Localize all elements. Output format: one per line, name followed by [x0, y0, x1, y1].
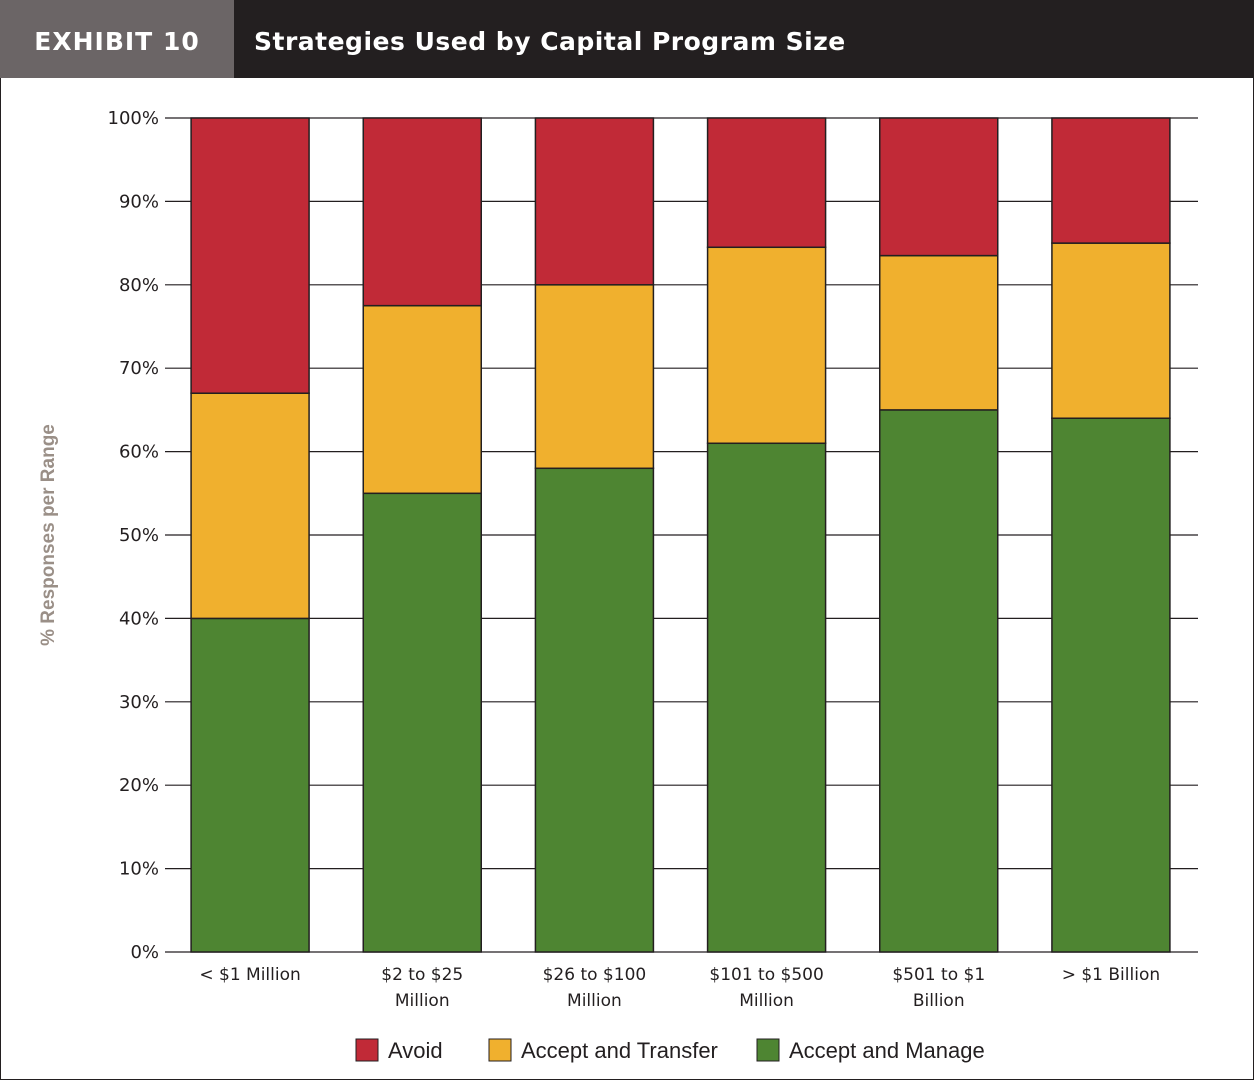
legend-label-avoid: Avoid [388, 1038, 443, 1063]
y-tick-label: 70% [119, 358, 159, 379]
x-tick-label: Billion [913, 991, 965, 1011]
y-tick-label: 60% [119, 442, 159, 463]
bar-accept-and-transfer [190, 392, 310, 620]
y-tick-label: 80% [119, 275, 159, 296]
legend-swatch-avoid [355, 1038, 379, 1062]
y-tick-label: 50% [119, 525, 159, 546]
exhibit-label: EXHIBIT 10 [0, 0, 234, 78]
bar-avoid [362, 117, 482, 307]
bar-avoid [534, 117, 655, 286]
bar-avoid [879, 117, 999, 257]
bar-accept-and-transfer [706, 246, 827, 445]
bar-avoid [706, 117, 827, 249]
x-tick-label: $501 to $1 [892, 965, 985, 985]
y-tick-label: 30% [119, 692, 159, 713]
legend-label-accept-and-transfer: Accept and Transfer [521, 1038, 718, 1063]
bar-accept-and-manage [879, 409, 999, 953]
bar-accept-and-transfer [879, 254, 999, 411]
y-tick-label: 100% [108, 108, 159, 129]
x-tick-label: < $1 Million [199, 965, 300, 985]
bar-accept-and-manage [190, 617, 310, 953]
exhibit-title: Strategies Used by Capital Program Size [254, 27, 846, 56]
bar-avoid [190, 117, 310, 394]
legend-label-accept-and-manage: Accept and Manage [789, 1038, 985, 1063]
legend-swatch-accept-and-manage [756, 1038, 780, 1062]
bar-accept-and-manage [1051, 417, 1171, 953]
x-tick-label: Million [739, 991, 794, 1011]
y-tick-label: 90% [119, 191, 159, 212]
bar-accept-and-manage [706, 442, 827, 953]
y-tick-label: 10% [119, 859, 159, 880]
legend-swatch-accept-and-transfer [488, 1038, 512, 1062]
y-tick-label: 20% [119, 775, 159, 796]
x-tick-label: Million [395, 991, 450, 1011]
x-tick-label: > $1 Billion [1062, 965, 1160, 985]
y-tick-label: 0% [130, 942, 159, 963]
y-tick-label: 40% [119, 608, 159, 629]
exhibit-header: EXHIBIT 10 Strategies Used by Capital Pr… [0, 0, 1254, 78]
y-axis-label: % Responses per Range [38, 424, 59, 646]
bar-accept-and-transfer [1051, 242, 1171, 419]
x-tick-label: Million [567, 991, 622, 1011]
bar-accept-and-transfer [534, 284, 655, 470]
bar-accept-and-manage [362, 492, 482, 953]
bar-accept-and-manage [534, 467, 655, 953]
x-tick-label: $26 to $100 [543, 965, 647, 985]
bar-avoid [1051, 117, 1171, 244]
x-tick-label: $101 to $500 [709, 965, 823, 985]
x-tick-label: $2 to $25 [381, 965, 463, 985]
bar-accept-and-transfer [362, 304, 482, 495]
